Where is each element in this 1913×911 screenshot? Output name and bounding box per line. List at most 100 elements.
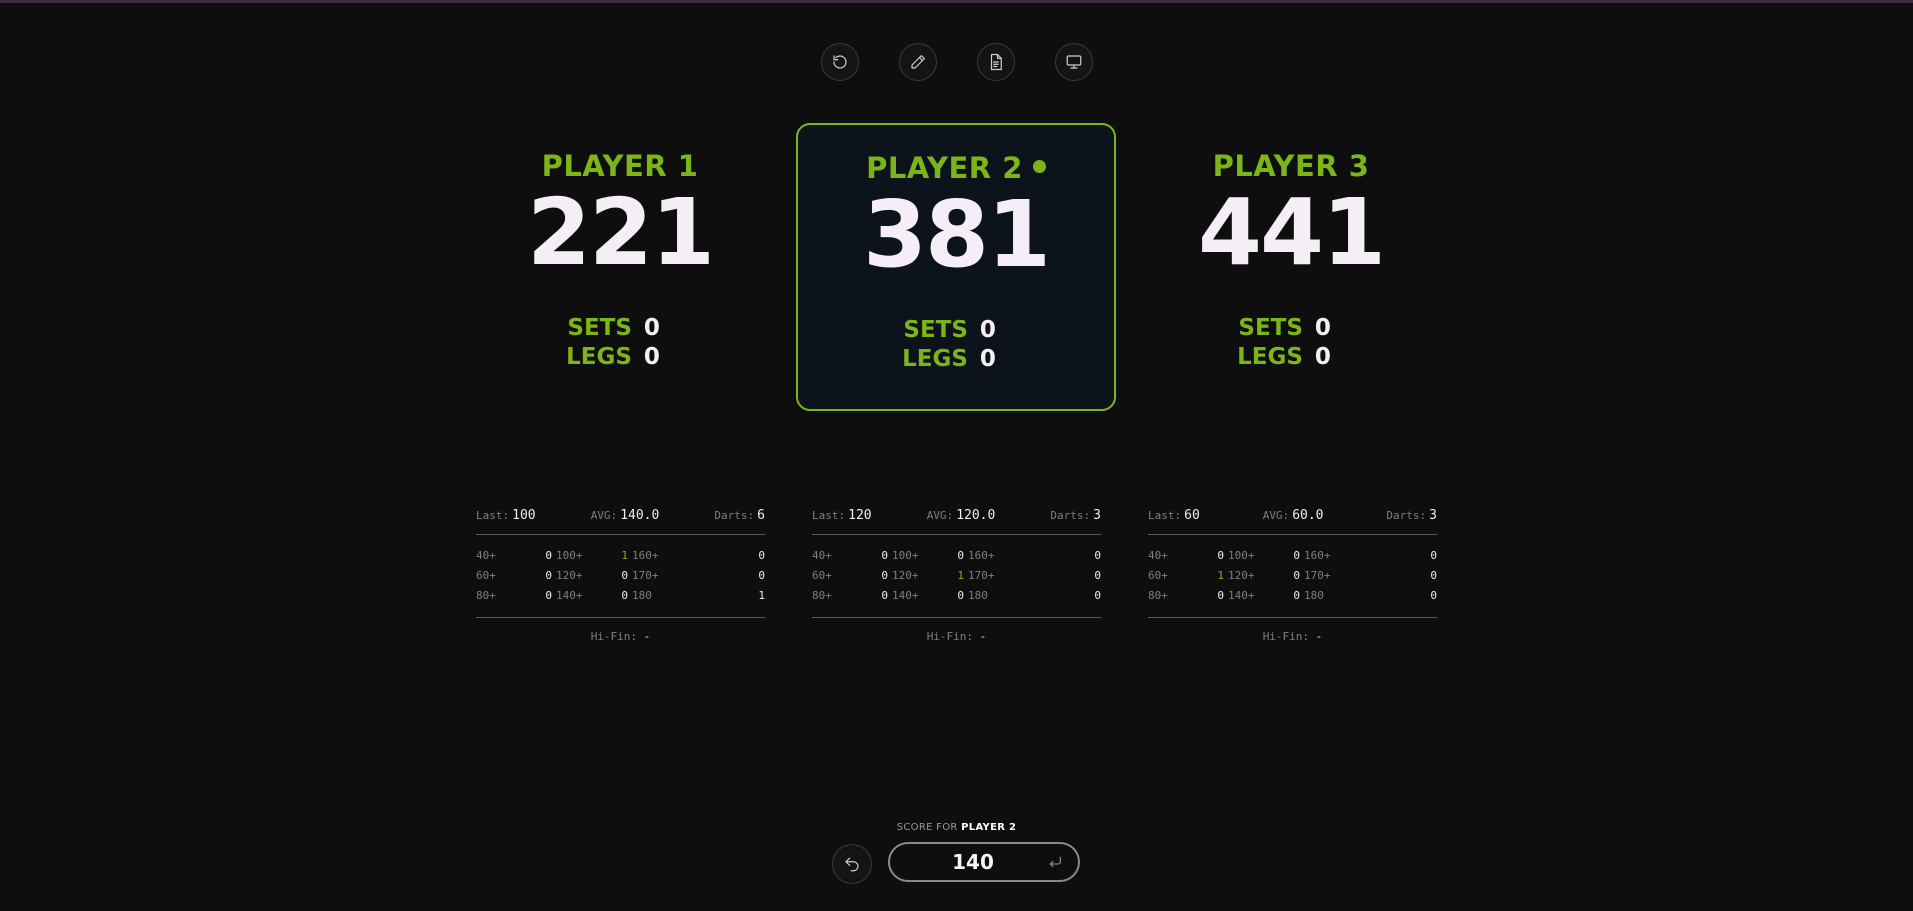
band-label: 160+: [968, 549, 995, 562]
avg-value: 120.0: [956, 508, 996, 523]
band-count: 0: [1430, 549, 1437, 562]
last-label: Last:: [812, 509, 846, 522]
divider: [812, 617, 1101, 618]
band-count: 0: [1430, 569, 1437, 582]
divider: [812, 534, 1101, 535]
band-label: 120+: [556, 569, 583, 582]
band-count: 0: [1293, 569, 1300, 582]
band-label: 60+: [812, 569, 832, 582]
player-score: 381: [862, 181, 1051, 288]
player-card-2: PLAYER 2 381 SETS 0 LEGS 0: [796, 123, 1116, 411]
restart-icon: [832, 55, 847, 69]
undo-icon: [845, 857, 859, 872]
band-count: 0: [545, 589, 552, 602]
band-count: 1: [758, 589, 765, 602]
band-label: 40+: [1148, 549, 1168, 562]
band-label: 100+: [1228, 549, 1255, 562]
band-count: 0: [758, 549, 765, 562]
hifin-label: Hi-Fin:: [926, 630, 974, 643]
band-label: 140+: [556, 589, 583, 602]
band-label: 100+: [556, 549, 583, 562]
band-count: 0: [545, 549, 552, 562]
band-label: 140+: [1228, 589, 1255, 602]
hifin-label: Hi-Fin:: [590, 630, 638, 643]
divider: [476, 617, 765, 618]
top-border: [0, 0, 1913, 3]
score-bands-grid: 40+ 0 100+ 0 160+ 0 60+ 1 120+ 0 170+ 0 80+ 0 1…: [1148, 548, 1437, 604]
band-label: 80+: [812, 589, 832, 602]
sets-value: 0: [643, 315, 660, 341]
edit-button[interactable]: [898, 43, 937, 81]
legs-label: LEGS: [1237, 344, 1303, 370]
band-count: 0: [1217, 589, 1224, 602]
legs-value: 0: [979, 346, 996, 372]
sets-label: SETS: [1238, 315, 1303, 341]
player-card-3: PLAYER 3 441 SETS 0 LEGS 0: [1131, 123, 1451, 411]
band-count: 0: [1094, 589, 1101, 602]
band-count: 0: [1094, 569, 1101, 582]
band-count: 0: [758, 569, 765, 582]
restart-button[interactable]: [820, 43, 859, 81]
player-3-stats: Last: 60 AVG: 60.0 Darts: 3 40+ 0 100+ 0 160+…: [1148, 508, 1437, 643]
player-name: PLAYER 1: [541, 149, 699, 183]
band-count: 1: [957, 569, 964, 582]
band-count: 1: [1217, 569, 1224, 582]
player-name: PLAYER 2: [798, 151, 1114, 185]
band-label: 80+: [476, 589, 496, 602]
divider: [1148, 534, 1437, 535]
display-button[interactable]: [1054, 43, 1093, 81]
band-label: 60+: [1148, 569, 1168, 582]
band-label: 180: [632, 589, 652, 602]
band-count: 0: [881, 589, 888, 602]
band-count: 0: [1293, 589, 1300, 602]
darts-value: 3: [1429, 508, 1437, 523]
band-label: 40+: [476, 549, 496, 562]
band-count: 0: [1430, 589, 1437, 602]
band-count: 1: [621, 549, 628, 562]
sets-label: SETS: [903, 317, 968, 343]
avg-value: 140.0: [620, 508, 660, 523]
darts-label: Darts:: [714, 509, 755, 522]
darts-value: 3: [1093, 508, 1101, 523]
band-count: 0: [621, 569, 628, 582]
monitor-icon: [1066, 55, 1081, 69]
document-icon: [990, 53, 1002, 71]
divider: [1148, 617, 1437, 618]
legs-value: 0: [643, 344, 660, 370]
player-2-stats: Last: 120 AVG: 120.0 Darts: 3 40+ 0 100+ 0 16…: [812, 508, 1101, 643]
band-label: 140+: [892, 589, 919, 602]
score-input-label: SCORE FOR PLAYER 2: [0, 822, 1913, 833]
avg-label: AVG:: [590, 509, 618, 522]
legs-label: LEGS: [902, 346, 968, 372]
hifin-label: Hi-Fin:: [1262, 630, 1310, 643]
band-count: 0: [881, 549, 888, 562]
avg-label: AVG:: [926, 509, 954, 522]
divider: [476, 534, 765, 535]
toolbar: [0, 43, 1913, 81]
player-1-stats: Last: 100 AVG: 140.0 Darts: 6 40+ 0 100+ 1 16…: [476, 508, 765, 643]
last-label: Last:: [476, 509, 510, 522]
score-input[interactable]: [890, 849, 1038, 875]
undo-button[interactable]: [832, 844, 872, 884]
score-bands-grid: 40+ 0 100+ 1 160+ 0 60+ 0 120+ 0 170+ 0 80+ 0 1…: [476, 548, 765, 604]
last-value: 120: [848, 508, 872, 523]
darts-label: Darts:: [1050, 509, 1091, 522]
band-label: 120+: [1228, 569, 1255, 582]
player-name: PLAYER 3: [1212, 149, 1370, 183]
band-label: 60+: [476, 569, 496, 582]
hifin-value: -: [1315, 630, 1323, 643]
sets-value: 0: [979, 317, 996, 343]
hi-fin: Hi-Fin: -: [476, 630, 765, 643]
score-bands-grid: 40+ 0 100+ 0 160+ 0 60+ 0 120+ 1 170+ 0 80+ 0 1…: [812, 548, 1101, 604]
band-label: 120+: [892, 569, 919, 582]
band-label: 80+: [1148, 589, 1168, 602]
enter-button[interactable]: [1038, 854, 1072, 870]
hi-fin: Hi-Fin: -: [1148, 630, 1437, 643]
player-card-1: PLAYER 1 221 SETS 0 LEGS 0: [460, 123, 780, 411]
band-count: 0: [1293, 549, 1300, 562]
band-label: 180: [968, 589, 988, 602]
darts-value: 6: [757, 508, 765, 523]
stats-sheet-button[interactable]: [976, 43, 1015, 81]
hifin-value: -: [643, 630, 651, 643]
band-label: 100+: [892, 549, 919, 562]
